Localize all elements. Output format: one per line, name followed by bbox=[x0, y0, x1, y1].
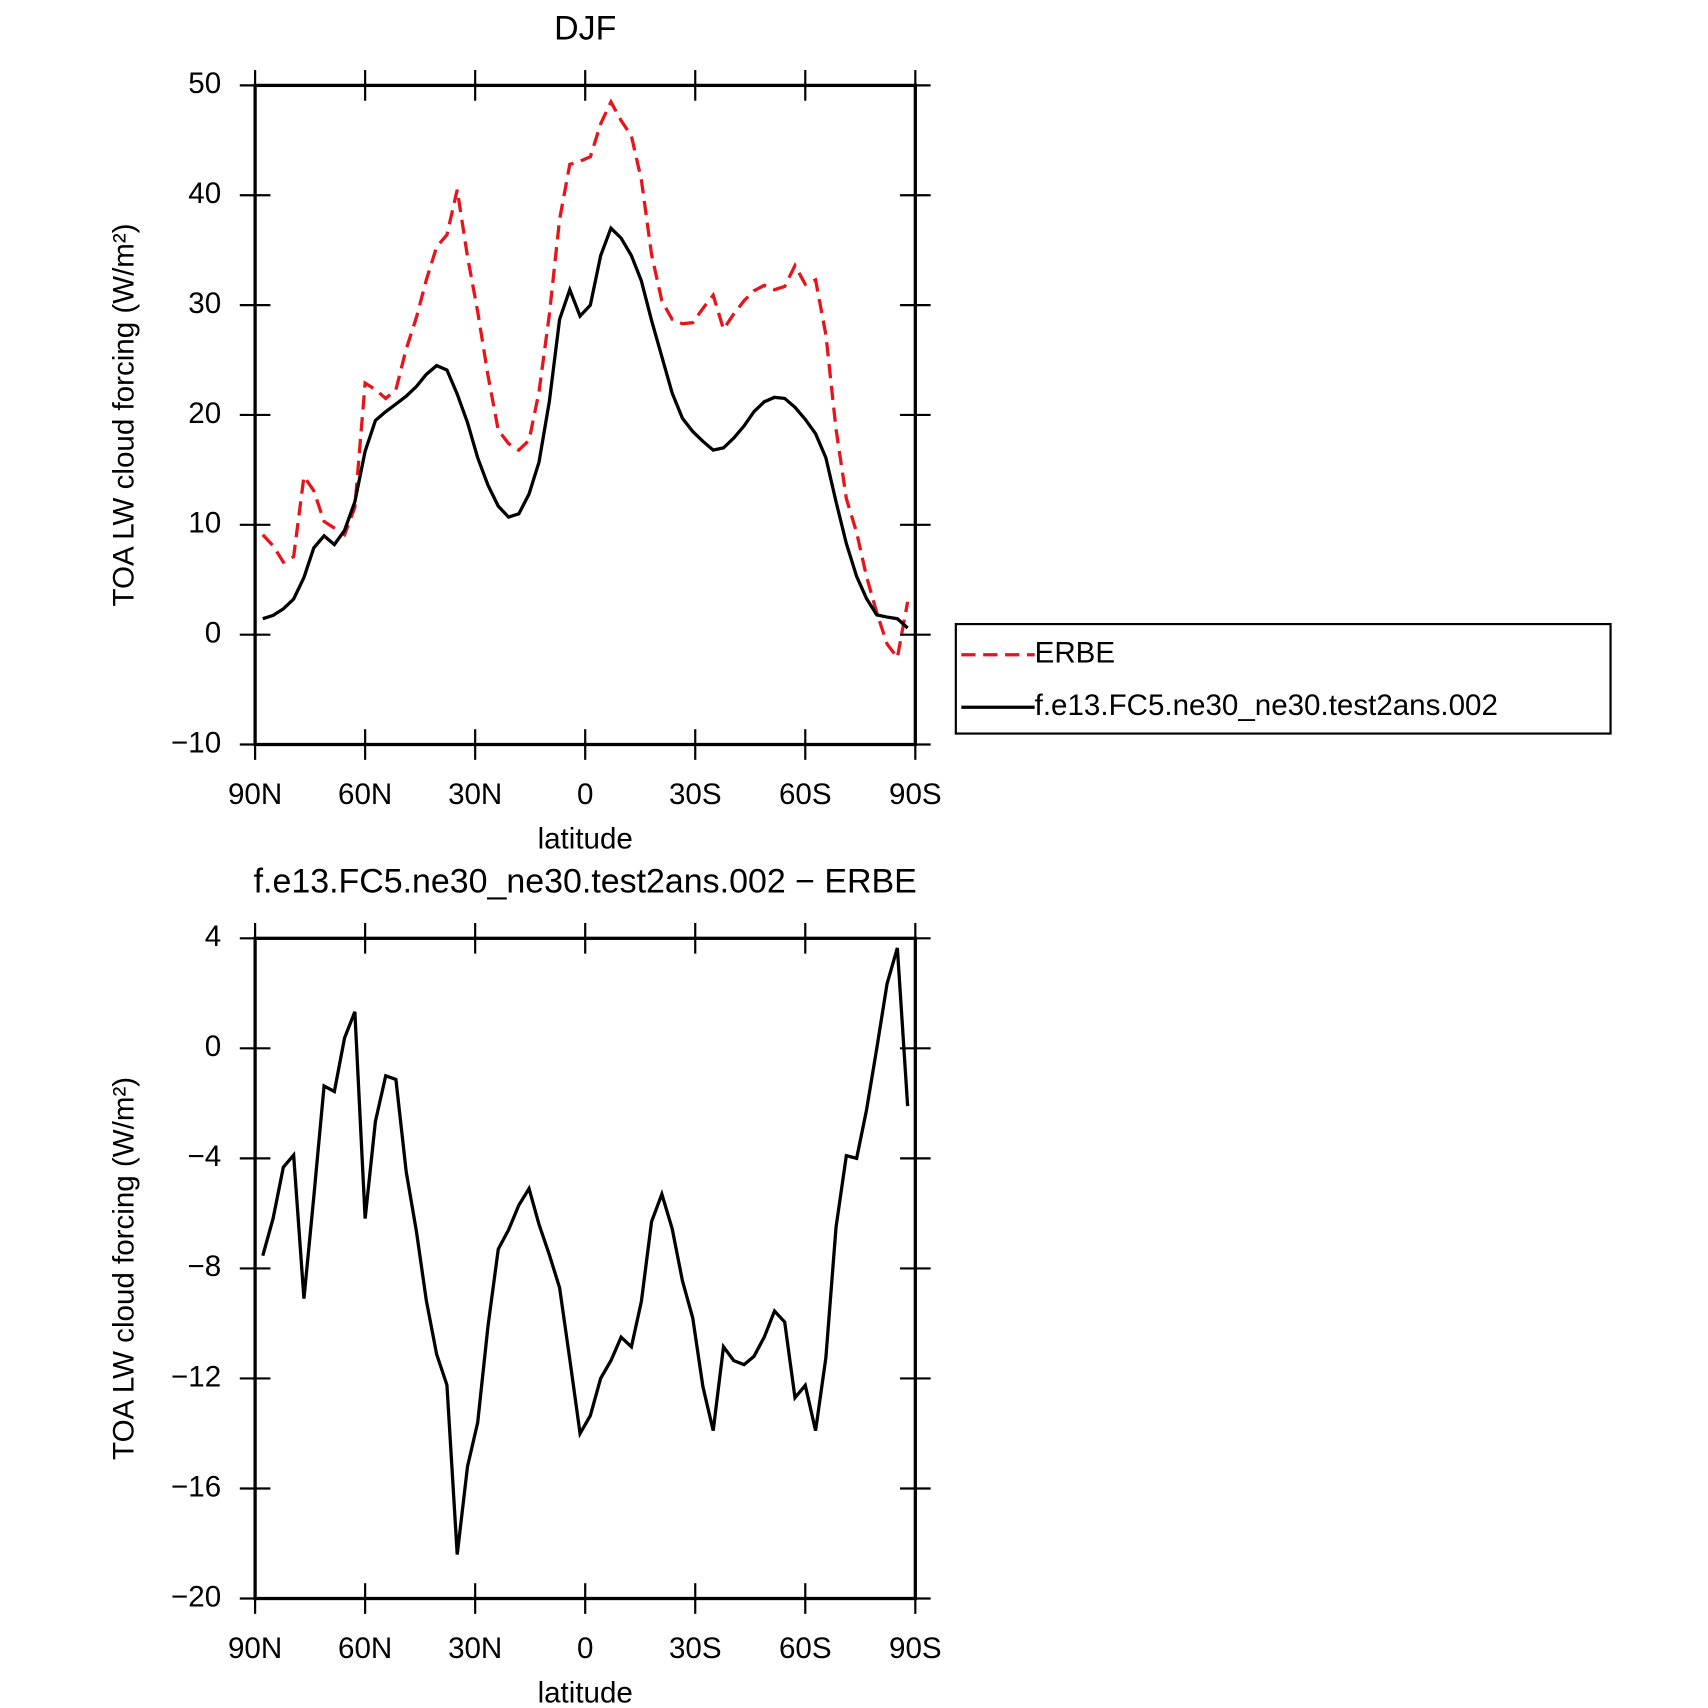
legend-label: ERBE bbox=[1035, 637, 1115, 670]
data-line bbox=[261, 98, 910, 662]
x-tick-label: 30S bbox=[669, 1632, 722, 1665]
x-tick-label: 30N bbox=[448, 1632, 502, 1665]
y-tick-label: −12 bbox=[171, 1360, 221, 1393]
plot-frame bbox=[253, 936, 917, 1601]
x-tick-label: 30N bbox=[448, 778, 502, 811]
y-axis-label: TOA LW cloud forcing (W/m²) bbox=[108, 1077, 141, 1460]
x-tick-label: 60S bbox=[779, 778, 832, 811]
data-line bbox=[262, 225, 909, 630]
legend-label: f.e13.FC5.ne30_ne30.test2ans.002 bbox=[1035, 689, 1498, 722]
chart-title: f.e13.FC5.ne30_ne30.test2ans.002 − ERBE bbox=[254, 863, 917, 901]
y-tick-label: 30 bbox=[188, 287, 221, 320]
x-tick-label: 90N bbox=[228, 778, 282, 811]
x-tick-label: 90N bbox=[228, 1632, 282, 1665]
legend-box bbox=[954, 622, 1612, 735]
x-axis-label: latitude bbox=[538, 1677, 633, 1708]
y-tick-label: 40 bbox=[188, 177, 221, 210]
x-tick-label: 0 bbox=[577, 1632, 593, 1665]
y-tick-label: 4 bbox=[205, 920, 221, 953]
x-tick-label: 90S bbox=[889, 1632, 942, 1665]
plot-frame bbox=[253, 83, 917, 747]
y-tick-label: 10 bbox=[188, 507, 221, 540]
y-tick-label: −20 bbox=[171, 1580, 221, 1613]
x-axis-label: latitude bbox=[538, 823, 633, 856]
y-tick-label: 20 bbox=[188, 397, 221, 430]
x-tick-label: 60N bbox=[338, 778, 392, 811]
y-axis-label: TOA LW cloud forcing (W/m²) bbox=[108, 223, 141, 606]
x-tick-label: 90S bbox=[889, 778, 942, 811]
x-tick-label: 30S bbox=[669, 778, 722, 811]
y-tick-label: 50 bbox=[188, 67, 221, 100]
y-tick-label: 0 bbox=[205, 616, 221, 649]
y-tick-label: −16 bbox=[171, 1470, 221, 1503]
y-tick-label: −10 bbox=[171, 726, 221, 759]
y-tick-label: −8 bbox=[187, 1250, 221, 1283]
x-tick-label: 60N bbox=[338, 1632, 392, 1665]
x-tick-label: 60S bbox=[779, 1632, 832, 1665]
y-tick-label: 0 bbox=[205, 1030, 221, 1063]
y-tick-label: −4 bbox=[187, 1140, 221, 1173]
data-line bbox=[261, 947, 910, 1555]
chart-title: DJF bbox=[554, 10, 616, 48]
x-tick-label: 0 bbox=[577, 778, 593, 811]
